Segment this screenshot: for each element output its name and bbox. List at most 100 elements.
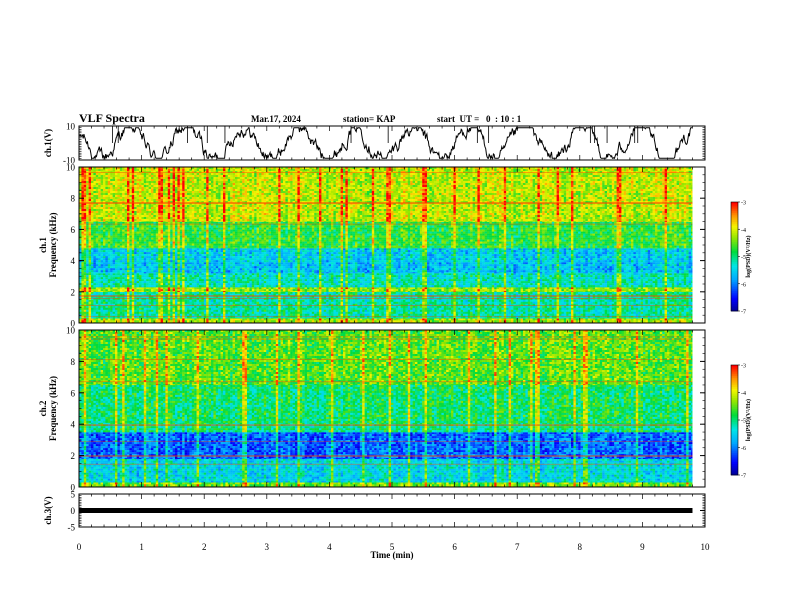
ch1-cell: [623, 317, 627, 319]
ch1-cell: [412, 307, 416, 310]
ch1-cell: [167, 320, 171, 323]
ch1-cell: [93, 307, 96, 310]
ch1-cell: [98, 305, 101, 308]
ch1-cell: [633, 287, 636, 290]
ch1-cell: [326, 301, 329, 304]
ch1-cell: [542, 295, 545, 298]
ch1-cell: [470, 305, 473, 308]
ch1-cell: [93, 309, 96, 312]
ch1-cell: [479, 307, 483, 310]
ch1-cell: [158, 299, 161, 302]
ch1-cell: [127, 320, 130, 323]
ch1-cell: [398, 305, 401, 308]
ch1-cell: [465, 293, 468, 296]
ch1-cell: [652, 291, 656, 294]
ch1-cell: [335, 320, 339, 323]
ch1-cell: [295, 307, 298, 310]
ch1-cell: [290, 313, 293, 316]
ch1-cell: [189, 293, 192, 296]
ch1-cell: [643, 299, 646, 302]
ch1-cell: [640, 313, 644, 316]
ch1-cell: [95, 309, 99, 312]
ch1-cell: [451, 313, 454, 316]
ch1-cell: [691, 318, 694, 321]
ch1-cell: [513, 318, 516, 321]
ch1-cell: [571, 287, 574, 290]
ch1-cell: [199, 299, 202, 302]
ch1-cell: [427, 291, 430, 294]
ch1-cell: [259, 318, 262, 321]
ch1-cell: [347, 293, 351, 296]
ch1-cell: [549, 318, 552, 321]
ch1-cell: [470, 320, 473, 323]
ch1-cell: [626, 320, 629, 323]
ch1-cell: [412, 311, 416, 314]
ch1-cell: [631, 320, 634, 323]
ch1-cell: [688, 299, 692, 302]
ch1-cell: [146, 307, 149, 310]
ch1-cell: [395, 311, 399, 314]
ch1-cell: [139, 291, 142, 292]
ch1-cell: [311, 320, 315, 323]
ch1-cell: [436, 287, 440, 290]
ch1-cell: [122, 313, 125, 316]
ch1-cell: [400, 299, 404, 302]
ch1-cell: [679, 299, 682, 302]
ch1-cell: [465, 309, 468, 312]
ch1-cell: [441, 303, 444, 306]
ch1-cell: [261, 317, 264, 319]
ch1-cell: [211, 320, 214, 323]
ch1-cell: [275, 293, 279, 296]
ch1-cell: [607, 309, 610, 312]
ch1-cell: [520, 313, 524, 316]
ch1-cell: [242, 305, 245, 308]
ch1-cell: [100, 311, 104, 314]
ch1-cell: [352, 295, 356, 298]
ch1-cell: [343, 289, 346, 292]
ch1-cell: [237, 291, 240, 294]
ch1-cell: [124, 320, 128, 323]
ch1-cell: [239, 301, 243, 304]
ch1-cell: [535, 295, 538, 298]
ch1-cell: [95, 291, 99, 294]
ch1-cell: [659, 317, 663, 319]
ch1-cell: [494, 305, 497, 308]
ch1-cell: [218, 291, 221, 292]
ch1-cell: [124, 313, 128, 316]
ch1-cell: [321, 307, 324, 310]
ch1-cell: [141, 318, 144, 321]
ch1-cell: [611, 289, 615, 292]
ch1-cell: [575, 317, 579, 319]
ch1-cell: [160, 311, 164, 314]
ch1-cell: [417, 307, 420, 310]
ch1-cell: [179, 291, 183, 292]
ch1-cell: [280, 291, 284, 294]
ch1-cell: [415, 287, 418, 290]
ch1-cell: [580, 291, 584, 294]
ch1-cell: [501, 293, 504, 296]
ch1-cell: [571, 299, 574, 302]
ch1-cell: [583, 293, 586, 296]
ch1-cell: [371, 301, 375, 304]
ch1-cell: [83, 287, 87, 290]
ch1-cell: [134, 299, 137, 302]
ch1-cell: [535, 309, 538, 312]
ch1-cell: [304, 311, 308, 314]
ch1-cell: [239, 295, 243, 298]
ch1-cell: [220, 305, 224, 308]
ch1-cell: [638, 318, 641, 321]
ch1-cell: [143, 295, 147, 298]
ch1-cell: [153, 307, 156, 310]
ch1-cell: [151, 317, 154, 319]
ch1-cell: [139, 313, 142, 316]
ch1-cell: [398, 295, 401, 298]
ch1-cell: [419, 299, 423, 302]
ch1-cell: [424, 295, 428, 298]
ch1-cell: [463, 320, 466, 323]
ch1-cell: [244, 301, 248, 304]
ch1-cell: [244, 307, 248, 310]
ch1-cell: [163, 301, 166, 304]
ch1-cell: [482, 313, 485, 316]
ch1-cell: [340, 287, 344, 290]
ch1-cell: [206, 309, 209, 312]
